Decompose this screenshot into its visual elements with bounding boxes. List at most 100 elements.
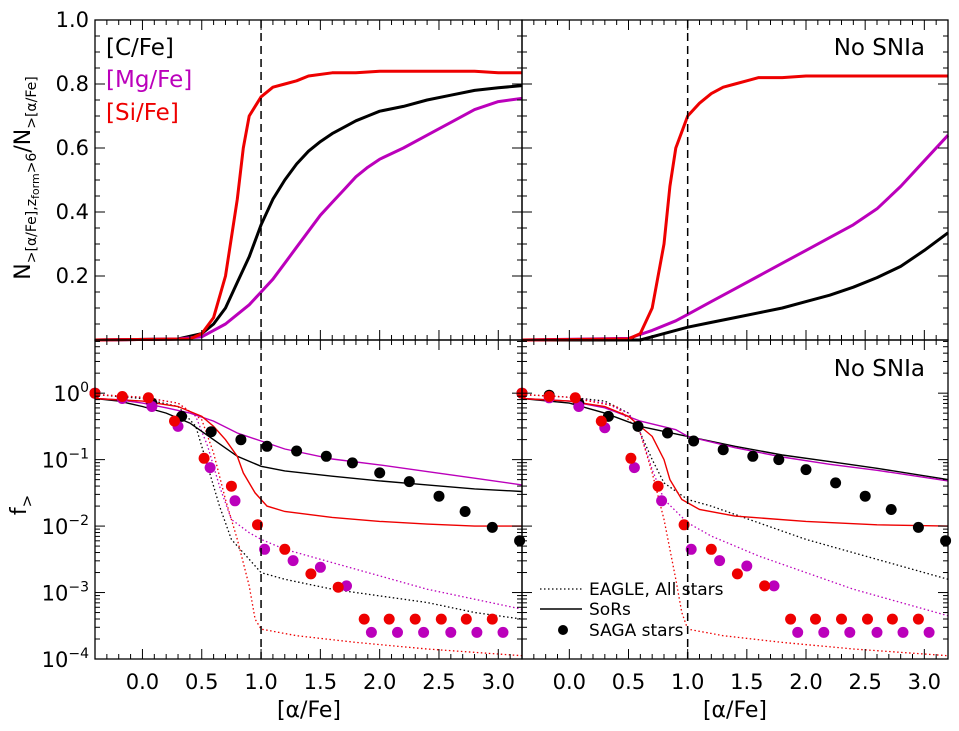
scatter-point-2-0-7 [291, 445, 303, 457]
xtick-label: 2.5 [422, 670, 455, 694]
scatter-point-2-1-10 [365, 626, 377, 638]
series-2-4 [94, 397, 523, 486]
scatter-point-3-0-10 [800, 464, 812, 476]
scatter-point-3-1-10 [792, 626, 804, 638]
scatter-point-3-0-13 [885, 504, 897, 515]
series-2-1 [94, 393, 523, 610]
legend-sors-label: SoRs [589, 600, 631, 620]
ytick-label: 0.2 [56, 264, 89, 288]
scatter-point-2-2-10 [358, 613, 370, 625]
scatter-point-3-2-3 [595, 415, 607, 427]
series-0-0 [94, 84, 523, 342]
y-axis-label-top: N>[α/Fe],zform>6/N>[α/Fe] [11, 76, 42, 279]
scatter-point-3-2-14 [886, 613, 898, 625]
ylabel-mid: /N [11, 129, 36, 153]
series-1-2 [521, 74, 948, 342]
legend-saga-label: SAGA stars [589, 621, 684, 641]
series-3-1 [521, 393, 949, 617]
scatter-point-3-2-10 [785, 613, 797, 625]
scatter-point-3-0-12 [859, 490, 871, 502]
frame-2 [94, 339, 523, 660]
scatter-point-3-1-4 [628, 462, 640, 474]
ytick-log-label: 10−4 [42, 646, 89, 672]
ytick-label: 0.8 [56, 72, 89, 96]
scatter-point-3-2-9 [759, 580, 771, 592]
scatter-point-2-1-11 [392, 626, 403, 638]
scatter-point-2-2-12 [409, 613, 421, 625]
series-0-1 [94, 96, 523, 342]
ytick-label: 0.4 [56, 200, 89, 224]
scatter-point-3-0-4 [632, 420, 644, 432]
ytick-log-label: 10−2 [42, 513, 89, 539]
scatter-point-2-2-8 [305, 568, 317, 580]
scatter-point-3-1-14 [897, 626, 909, 638]
scatter-point-2-1-8 [314, 561, 326, 573]
xtick-label: 1.0 [244, 670, 277, 694]
scatter-point-2-1-15 [497, 626, 509, 638]
scatter-point-2-2-9 [332, 581, 344, 593]
ylabel-sub2: form [29, 173, 42, 199]
scatter-point-3-2-12 [836, 613, 847, 625]
xtick-label: 1.5 [730, 670, 763, 694]
scatter-point-3-2-1 [543, 391, 555, 402]
scatter-point-3-1-8 [741, 560, 753, 572]
scatter-point-2-2-3 [169, 415, 180, 427]
scatter-point-2-0-4 [205, 426, 217, 438]
xtick-label: 2.0 [363, 670, 396, 694]
xtick-label: 2.0 [789, 670, 822, 694]
scatter-point-3-2-15 [912, 613, 924, 625]
scatter-point-3-1-7 [714, 555, 726, 567]
scatter-point-2-0-10 [374, 467, 386, 479]
legend-entry-mgfe: [Mg/Fe] [106, 67, 192, 93]
xtick-label: 0.0 [553, 670, 586, 694]
scatter-point-3-2-4 [625, 452, 637, 464]
scatter-point-3-0-11 [830, 477, 842, 489]
scatter-point-2-2-11 [383, 613, 395, 625]
scatter-point-2-0-5 [235, 434, 247, 446]
frame-1 [521, 19, 949, 341]
scatter-point-2-0-9 [346, 457, 358, 469]
scatter-point-2-2-14 [460, 613, 472, 625]
series-2-5 [94, 397, 522, 527]
scatter-point-3-1-13 [871, 626, 883, 638]
series-3-3 [521, 397, 949, 481]
scatter-point-2-1-5 [229, 495, 241, 507]
scatter-point-3-0-14 [912, 521, 924, 533]
scatter-point-2-1-13 [445, 626, 457, 638]
scatter-point-3-1-2 [573, 401, 585, 412]
series-0-2 [94, 69, 522, 342]
xtick-label: 3.0 [908, 670, 941, 694]
scatter-point-2-2-1 [116, 391, 128, 402]
ylabel-sub3: >6 [24, 153, 40, 174]
series-3-2 [521, 393, 949, 657]
scatter-point-3-1-15 [923, 626, 935, 638]
scatter-point-3-2-8 [731, 568, 743, 580]
ylabel-n: N [11, 263, 36, 279]
scatter-point-3-2-5 [652, 480, 664, 492]
frame-3 [521, 339, 949, 660]
legend-saga-marker [558, 625, 568, 635]
scatter-point-3-1-9 [768, 580, 780, 592]
xtick-label: 2.5 [848, 670, 881, 694]
scatter-point-2-0-12 [433, 490, 445, 502]
xtick-label: 1.5 [304, 670, 337, 694]
annotation-top-right: No SNIa [834, 35, 925, 61]
legend: [C/Fe] [Mg/Fe] [Si/Fe] [106, 35, 192, 126]
scatter-point-3-2-13 [862, 613, 873, 625]
plot-content: 0.2 0.4 0.6 0.8 1.0 100 10−1 10−2 10−3 10−4 0.0 0.5… [42, 8, 952, 694]
scatter-point-3-0-8 [747, 450, 759, 462]
xtick-label: 1.0 [671, 670, 704, 694]
scatter-point-3-1-5 [656, 495, 668, 507]
scatter-point-2-2-5 [225, 480, 237, 492]
bottom-legend: EAGLE, All stars SoRs SAGA stars [540, 580, 724, 641]
x-axis-label-right: [α/Fe] [703, 698, 767, 723]
scatter-point-2-2-7 [279, 543, 291, 555]
scatter-point-2-0-6 [261, 440, 273, 452]
xtick-label: 0.0 [126, 670, 159, 694]
scatter-point-3-2-2 [569, 392, 581, 404]
scatter-point-2-1-6 [259, 543, 271, 555]
xtick-label: 0.5 [185, 670, 218, 694]
scatter-point-3-0-9 [773, 454, 785, 466]
scatter-point-2-1-4 [204, 462, 216, 474]
